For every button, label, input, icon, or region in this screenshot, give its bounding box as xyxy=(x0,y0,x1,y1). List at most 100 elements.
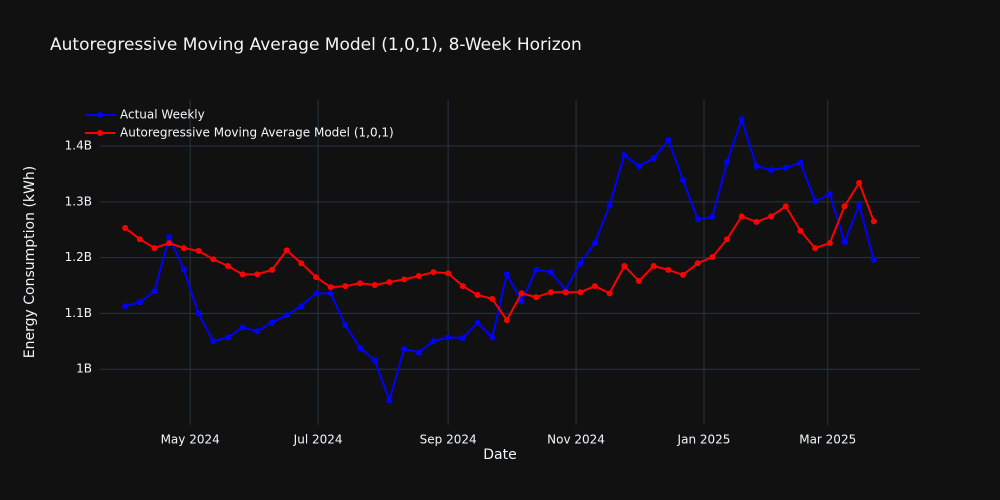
data-point xyxy=(680,271,687,278)
data-point xyxy=(709,254,716,261)
data-point xyxy=(680,177,687,184)
data-point xyxy=(415,349,422,356)
data-point xyxy=(357,345,364,352)
data-point xyxy=(591,240,598,247)
legend-label: Actual Weekly xyxy=(120,108,205,122)
data-point xyxy=(650,262,657,269)
data-point xyxy=(782,164,789,171)
data-point xyxy=(547,289,554,296)
data-point xyxy=(342,322,349,329)
grid xyxy=(100,100,920,425)
data-point xyxy=(283,312,290,319)
data-point xyxy=(841,203,848,210)
data-point xyxy=(371,357,378,364)
x-tick-label: Nov 2024 xyxy=(547,433,605,447)
data-point xyxy=(268,319,275,326)
data-point xyxy=(224,262,231,269)
legend-label: Autoregressive Moving Average Model (1,0… xyxy=(120,126,394,140)
data-point xyxy=(430,269,437,276)
data-point xyxy=(606,290,613,297)
y-tick-label: 1.1B xyxy=(65,306,92,320)
data-point xyxy=(856,202,863,209)
x-tick-label: May 2024 xyxy=(161,433,220,447)
data-point xyxy=(254,328,261,335)
data-point xyxy=(136,236,143,243)
x-tick-label: Mar 2025 xyxy=(799,433,856,447)
data-point xyxy=(503,271,510,278)
data-point xyxy=(254,271,261,278)
data-point xyxy=(635,163,642,170)
data-point xyxy=(180,266,187,273)
data-point xyxy=(591,283,598,290)
data-point xyxy=(313,274,320,281)
data-point xyxy=(151,288,158,295)
data-point xyxy=(533,294,540,301)
data-point xyxy=(489,295,496,302)
legend-marker xyxy=(97,130,103,136)
data-point xyxy=(724,159,731,166)
series-line xyxy=(124,180,875,323)
data-point xyxy=(224,334,231,341)
data-point xyxy=(489,334,496,341)
data-point xyxy=(151,245,158,252)
data-point xyxy=(371,281,378,288)
data-point xyxy=(621,151,628,158)
data-point xyxy=(459,334,466,341)
data-point xyxy=(122,225,129,232)
data-point xyxy=(797,159,804,166)
data-point xyxy=(782,203,789,210)
data-point xyxy=(797,227,804,234)
data-point xyxy=(694,216,701,223)
data-point xyxy=(386,397,393,404)
data-point xyxy=(768,213,775,220)
data-point xyxy=(195,247,202,254)
legend-item: Actual Weekly xyxy=(85,108,205,122)
data-point xyxy=(459,283,466,290)
data-point xyxy=(210,256,217,263)
data-point xyxy=(635,278,642,285)
data-point xyxy=(445,334,452,341)
data-point xyxy=(239,271,246,278)
data-point xyxy=(210,338,217,345)
data-point xyxy=(268,266,275,273)
data-point xyxy=(826,240,833,247)
data-point xyxy=(738,116,745,123)
x-axis-title: Date xyxy=(483,447,516,463)
y-tick-label: 1B xyxy=(76,362,92,376)
data-point xyxy=(166,233,173,240)
data-point xyxy=(357,280,364,287)
data-point xyxy=(401,276,408,283)
data-point xyxy=(768,167,775,174)
data-point xyxy=(812,198,819,205)
data-point xyxy=(518,290,525,297)
data-point xyxy=(870,256,877,263)
data-point xyxy=(136,299,143,306)
legend-item: Autoregressive Moving Average Model (1,0… xyxy=(85,126,394,140)
data-point xyxy=(606,202,613,209)
data-point xyxy=(577,289,584,296)
data-point xyxy=(195,310,202,317)
data-point xyxy=(870,218,877,225)
data-point xyxy=(694,260,701,267)
data-point xyxy=(166,240,173,247)
data-point xyxy=(753,218,760,225)
x-tick-label: Jul 2024 xyxy=(293,433,343,447)
data-point xyxy=(547,269,554,276)
data-point xyxy=(562,289,569,296)
data-point xyxy=(856,179,863,186)
data-point xyxy=(180,245,187,252)
data-point xyxy=(239,324,246,331)
data-point xyxy=(841,238,848,245)
legend-marker xyxy=(97,112,103,118)
data-point xyxy=(401,346,408,353)
data-point xyxy=(283,247,290,254)
y-tick-label: 1.2B xyxy=(65,250,92,264)
data-point xyxy=(518,298,525,305)
data-point xyxy=(621,262,628,269)
data-point xyxy=(812,245,819,252)
series-line xyxy=(124,116,875,404)
data-point xyxy=(753,163,760,170)
